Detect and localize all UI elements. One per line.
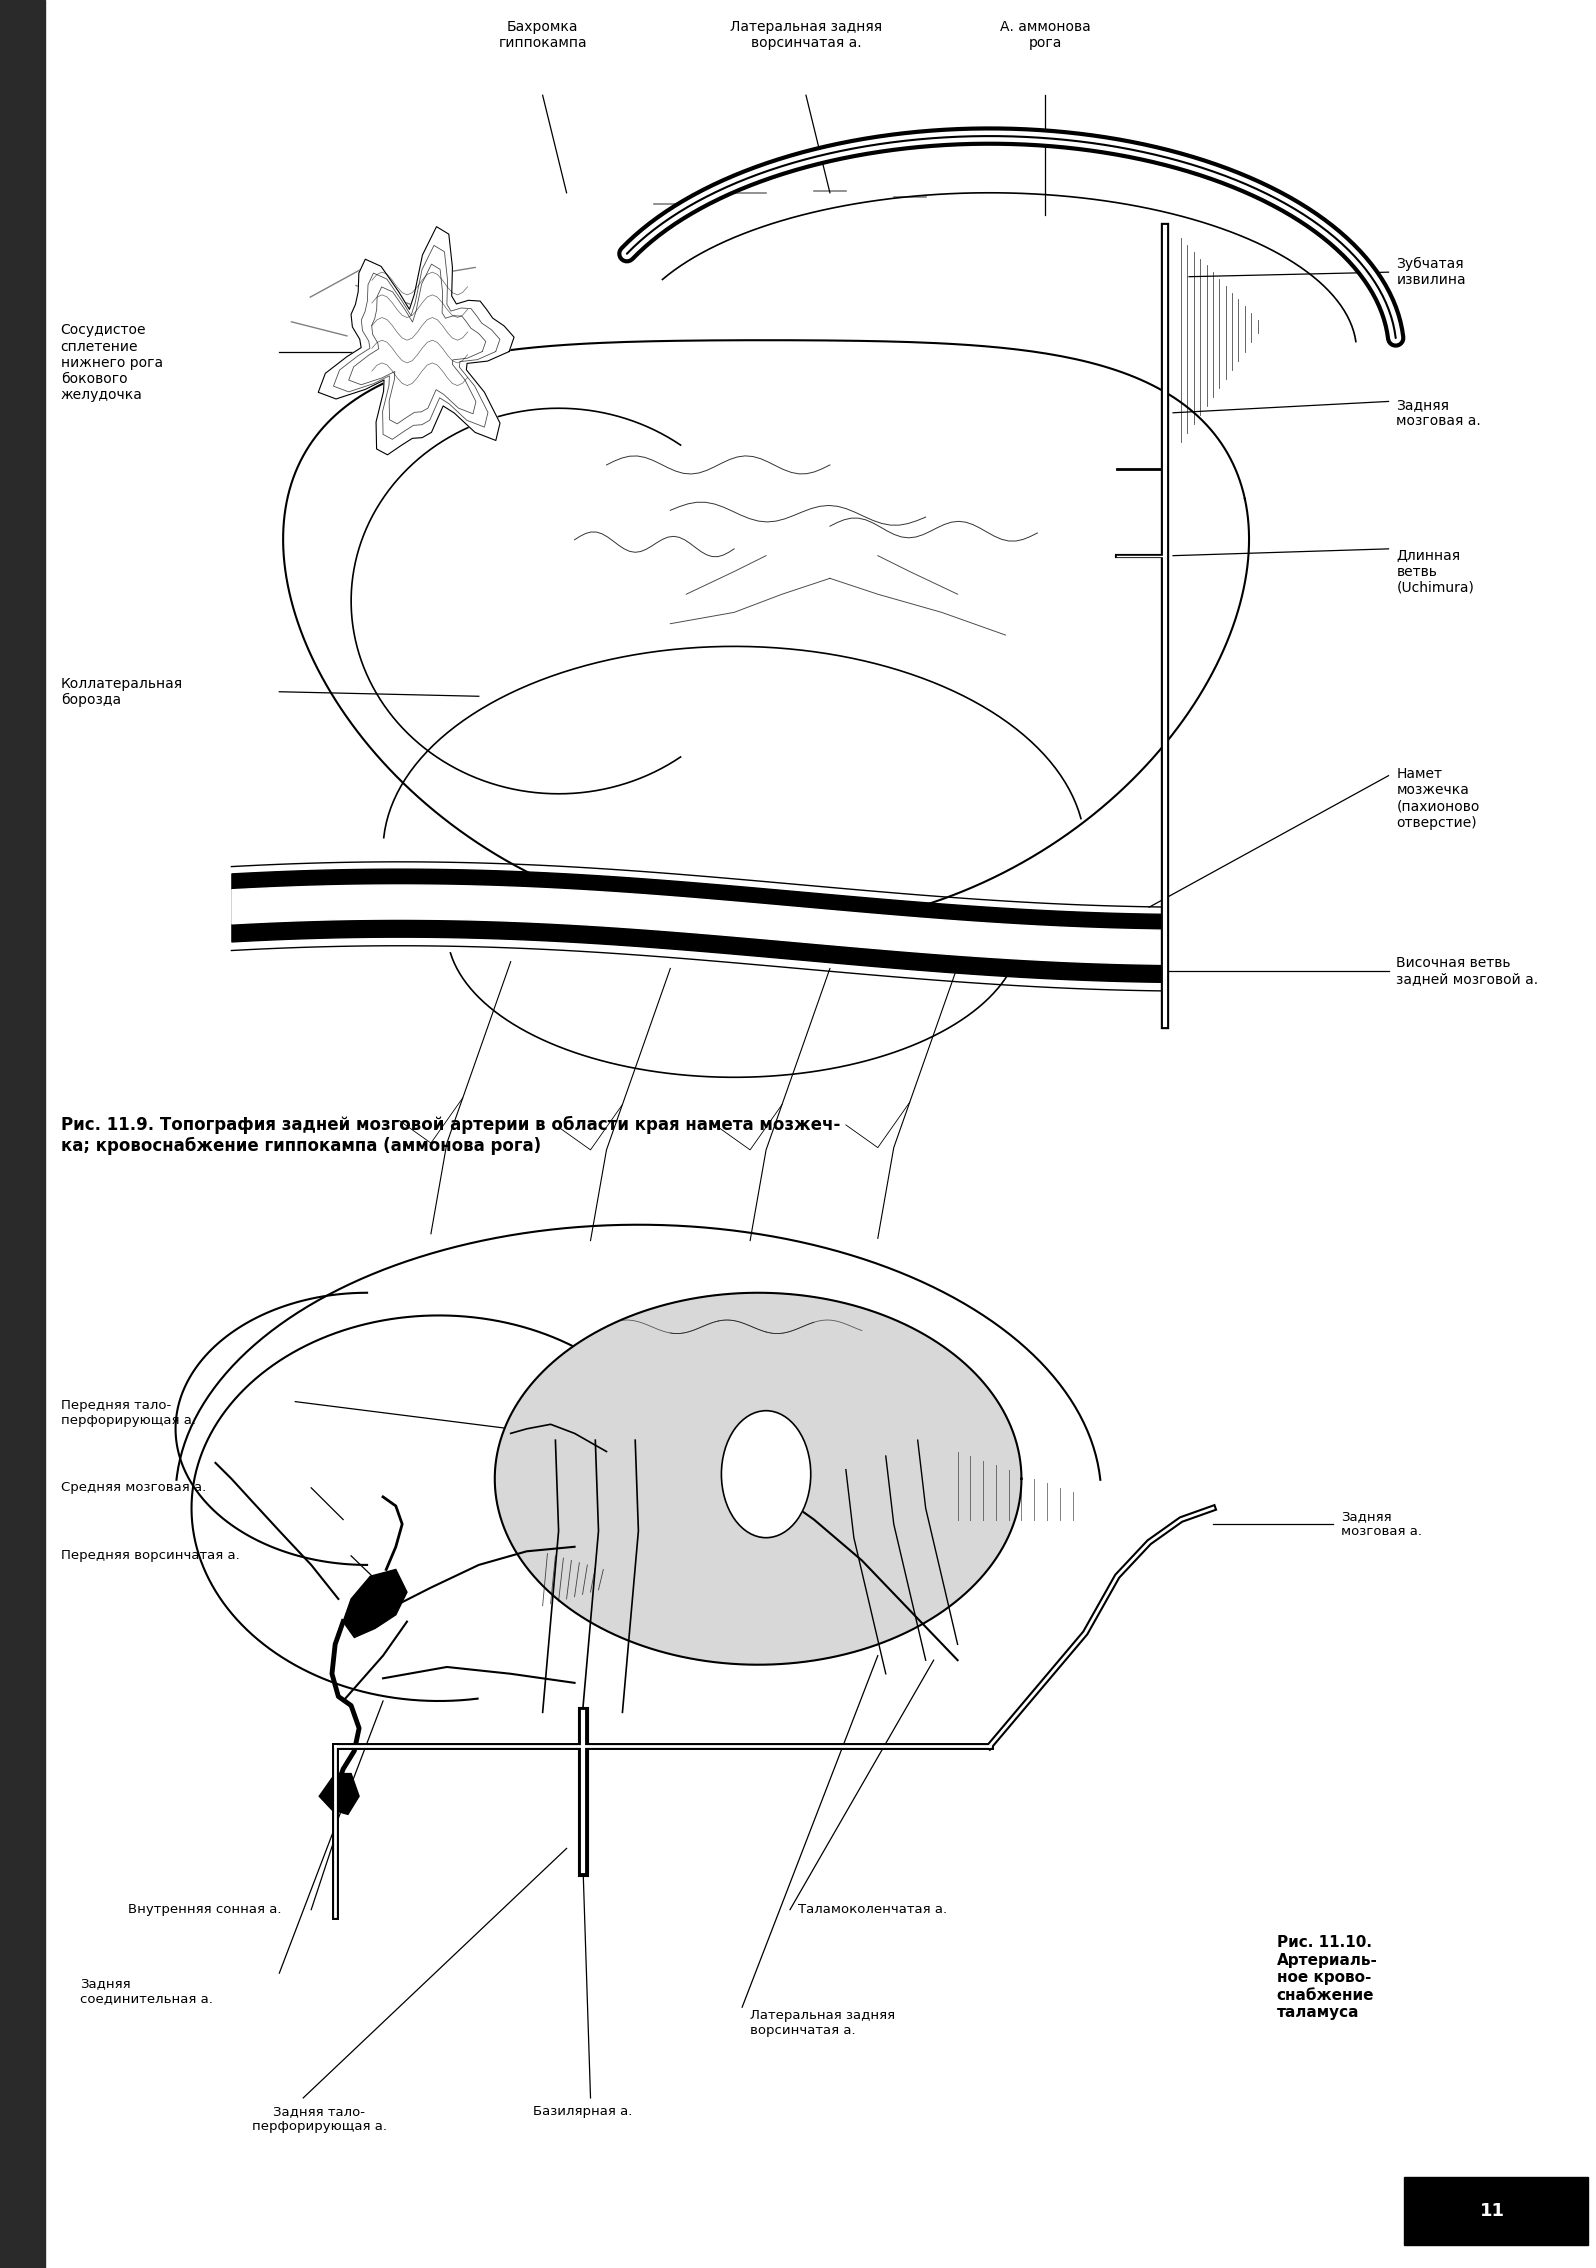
Text: Внутренняя сонная а.: Внутренняя сонная а. — [128, 1903, 281, 1916]
Polygon shape — [343, 1569, 407, 1637]
Text: Передняя тало-
перфорирующая а.: Передняя тало- перфорирующая а. — [61, 1399, 196, 1427]
Text: Задняя
мозговая а.: Задняя мозговая а. — [1341, 1510, 1422, 1538]
Bar — [1404, 2177, 1588, 2245]
Text: Передняя ворсинчатая а.: Передняя ворсинчатая а. — [61, 1549, 239, 1563]
Text: Задняя тало-
перфорирующая а.: Задняя тало- перфорирующая а. — [252, 2105, 386, 2132]
Text: Бахромка
гиппокампа: Бахромка гиппокампа — [498, 20, 587, 50]
Text: Намет
мозжечка
(пахионово
отверстие): Намет мозжечка (пахионово отверстие) — [1396, 767, 1479, 830]
Text: Средняя мозговая а.: Средняя мозговая а. — [61, 1481, 206, 1495]
Polygon shape — [319, 1774, 359, 1814]
Text: Задняя
мозговая а.: Задняя мозговая а. — [1396, 397, 1481, 429]
Text: Зубчатая
извилина: Зубчатая извилина — [1396, 256, 1467, 288]
Text: Латеральная задняя
ворсинчатая а.: Латеральная задняя ворсинчатая а. — [750, 2009, 895, 2037]
Text: Длинная
ветвь
(Uchimura): Длинная ветвь (Uchimura) — [1396, 549, 1475, 594]
Text: 11: 11 — [1479, 2202, 1505, 2220]
Text: Латеральная задняя
ворсинчатая а.: Латеральная задняя ворсинчатая а. — [729, 20, 883, 50]
Text: Рис. 11.10.
Артериаль-
ное крово-
снабжение
таламуса: Рис. 11.10. Артериаль- ное крово- снабже… — [1277, 1935, 1377, 2021]
Text: Базилярная а.: Базилярная а. — [533, 2105, 632, 2118]
Text: Рис. 11.9. Топография задней мозговой артерии в области края намета мозжеч-
ка; : Рис. 11.9. Топография задней мозговой ар… — [61, 1116, 839, 1154]
Polygon shape — [495, 1293, 1021, 1665]
Text: Височная ветвь
задней мозговой а.: Височная ветвь задней мозговой а. — [1396, 955, 1539, 987]
Text: Коллатеральная
борозда: Коллатеральная борозда — [61, 676, 184, 708]
Text: Таламоколенчатая а.: Таламоколенчатая а. — [798, 1903, 946, 1916]
Polygon shape — [318, 227, 514, 456]
Text: Сосудистое
сплетение
нижнего рога
бокового
желудочка: Сосудистое сплетение нижнего рога боково… — [61, 324, 163, 401]
Text: 11: 11 — [1479, 2225, 1505, 2243]
Circle shape — [721, 1411, 811, 1538]
Text: А. аммонова
рога: А. аммонова рога — [1001, 20, 1090, 50]
Bar — [0, 0, 45, 2268]
Text: Задняя
соединительная а.: Задняя соединительная а. — [80, 1978, 212, 2005]
